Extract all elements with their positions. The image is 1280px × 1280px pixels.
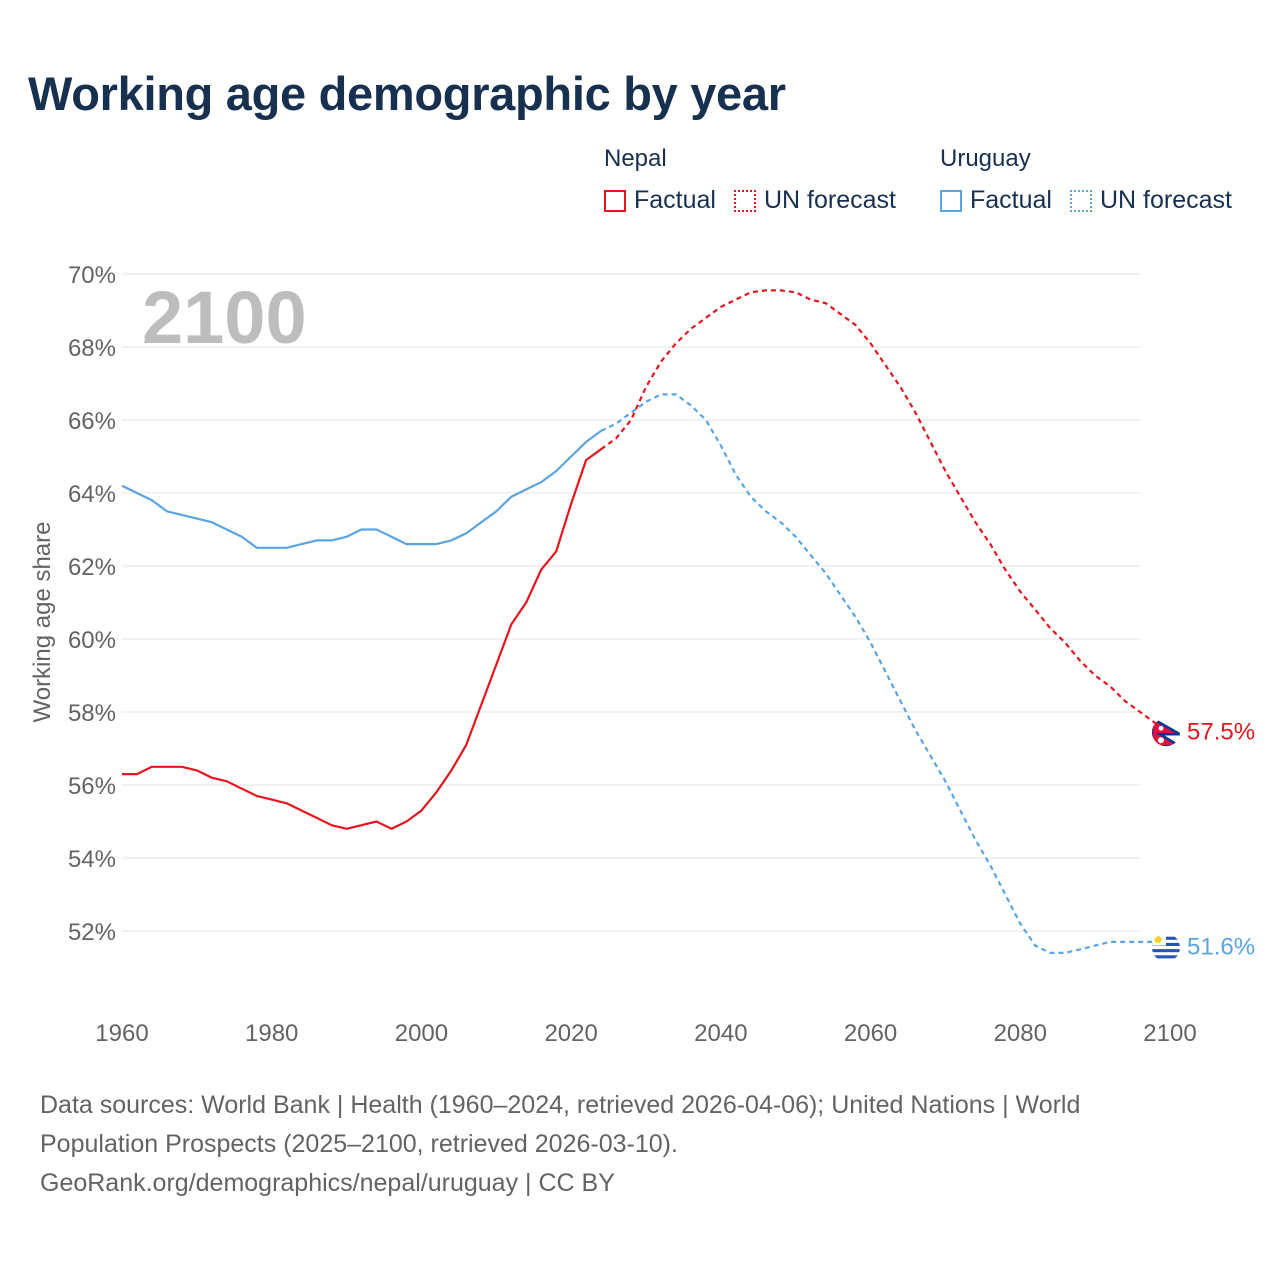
y-tick-label: 56%: [68, 773, 116, 800]
legend-label: UN forecast: [763, 186, 896, 214]
y-tick-label: 68%: [68, 335, 116, 362]
x-tick-label: 2060: [844, 1020, 897, 1047]
y-tick-label: 52%: [68, 919, 116, 946]
grid-lines: [122, 273, 1141, 932]
footer: Data sources: World Bank | Health (1960–…: [40, 1086, 1240, 1203]
y-tick-label: 66%: [68, 408, 116, 435]
legend-swatch-dotted: [733, 189, 756, 212]
x-tick-label: 2020: [544, 1020, 597, 1047]
nepal-flag-icon: [1152, 718, 1180, 747]
x-tick-label: 2040: [694, 1020, 747, 1047]
legend-item-nepal-factual[interactable]: Factual: [604, 186, 716, 215]
data-sources-line-1: Data sources: World Bank | Health (1960–…: [40, 1091, 1081, 1119]
source-link[interactable]: GeoRank.org/demographics/nepal/uruguay |…: [40, 1169, 615, 1197]
legend-country-label: Nepal: [604, 145, 667, 172]
data-sources-line-2: Population Prospects (2025–2100, retriev…: [40, 1130, 678, 1158]
legend-item-nepal-forecast[interactable]: UN forecast: [733, 186, 896, 215]
series-line-uruguay-forecast: [600, 393, 1171, 954]
line-chart: 2100 52% 54% 56% 58% 60% 62% 64% 66% 68% 70% 1960…: [29, 262, 1255, 1047]
legend-label: Factual: [970, 186, 1052, 214]
legend-label: UN forecast: [1099, 186, 1232, 214]
y-tick-label: 54%: [68, 846, 116, 873]
legend-country-label: Uruguay: [940, 145, 1031, 172]
y-tick-label: 58%: [68, 700, 116, 727]
chart-series: [121, 289, 1171, 954]
y-axis-ticks: 52% 54% 56% 58% 60% 62% 64% 66% 68% 70%: [68, 262, 116, 946]
legend-group-uruguay: Uruguay Factual UN forecast: [940, 144, 1232, 215]
y-tick-label: 60%: [68, 627, 116, 654]
y-tick-label: 64%: [68, 481, 116, 508]
legend-group-nepal: Nepal Factual UN forecast: [604, 144, 914, 215]
series-line-nepal-factual: [122, 448, 602, 830]
legend-swatch-dotted: [1069, 189, 1092, 212]
legend-item-uruguay-forecast[interactable]: UN forecast: [1069, 186, 1232, 215]
x-axis-ticks: 1960 1980 2000 2020 2040 2060 2080 2100: [95, 1020, 1196, 1047]
uruguay-flag-icon: [1152, 933, 1180, 962]
series-line-nepal-forecast: [600, 289, 1171, 732]
x-tick-label: 2000: [395, 1020, 448, 1047]
legend-swatch-solid: [940, 189, 962, 212]
legend-item-uruguay-factual[interactable]: Factual: [940, 186, 1052, 215]
page-title: Working age demographic by year: [28, 67, 786, 120]
y-tick-label: 62%: [68, 554, 116, 581]
end-value-label: 57.5%: [1187, 718, 1255, 745]
y-tick-label: 70%: [68, 262, 116, 289]
x-tick-label: 2100: [1143, 1020, 1196, 1047]
x-tick-label: 1980: [245, 1020, 298, 1047]
end-markers: 57.5% 51.6%: [1152, 718, 1255, 962]
series-line-uruguay-factual: [121, 430, 602, 549]
legend-label: Factual: [634, 186, 716, 214]
x-tick-label: 2080: [994, 1020, 1047, 1047]
x-tick-label: 1960: [95, 1020, 148, 1047]
end-value-label: 51.6%: [1187, 934, 1255, 961]
year-watermark: 2100: [142, 276, 307, 359]
y-axis-label: Working age share: [29, 522, 56, 723]
legend-swatch-solid: [604, 189, 626, 212]
